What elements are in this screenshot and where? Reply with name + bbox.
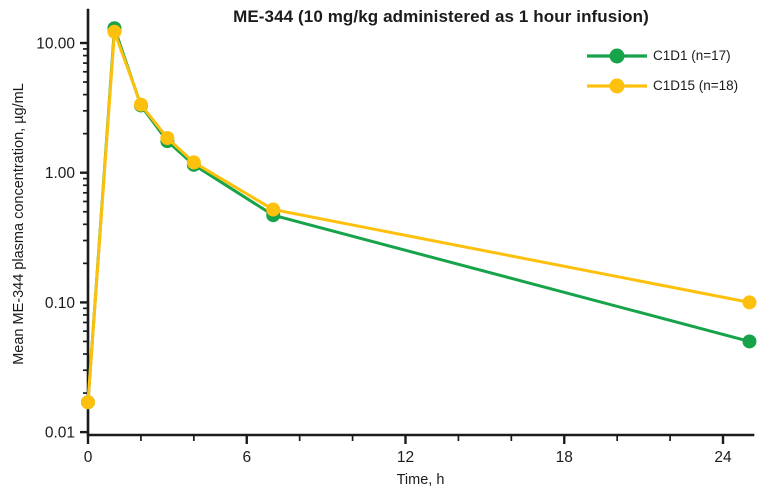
y-tick-label: 10.00: [36, 36, 75, 53]
x-tick-label: 0: [84, 449, 93, 466]
x-tick-label: 6: [242, 449, 251, 466]
legend-label-c1d15: C1D15 (n=18): [653, 78, 739, 93]
axes-lines: [86, 8, 755, 437]
legend-item-c1d1: C1D1 (n=17): [586, 45, 738, 66]
data-point-marker: [107, 24, 122, 39]
data-point-marker: [160, 131, 175, 146]
x-axis-title: Time, h: [396, 472, 445, 488]
x-tick-label: 18: [556, 449, 573, 466]
data-point-marker: [81, 395, 95, 410]
x-tick-label: 24: [714, 449, 732, 466]
series-line-0: [86, 26, 751, 404]
legend-label-c1d1: C1D1 (n=17): [653, 48, 731, 63]
legend-marker-c1d15: [587, 78, 647, 93]
y-tick-label: 1.00: [45, 165, 76, 182]
data-point-marker: [742, 295, 757, 310]
y-tick-label: 0.10: [45, 295, 76, 312]
y-tick-label: 0.01: [45, 425, 75, 442]
chart-title: ME-344 (10 mg/kg administered as 1 hour …: [233, 7, 649, 26]
chart-legend: C1D1 (n=17) C1D15 (n=18): [586, 45, 738, 96]
legend-item-c1d15: C1D15 (n=18): [586, 75, 738, 96]
data-point-marker: [742, 334, 757, 349]
legend-marker-c1d1: [587, 48, 647, 63]
x-tick-label: 12: [397, 449, 414, 466]
series-line-1: [86, 30, 751, 404]
data-point-marker: [266, 202, 281, 217]
data-point-marker: [133, 97, 148, 112]
y-axis-title: Mean ME-344 plasma concentration, µg/mL: [11, 83, 27, 365]
data-point-marker: [186, 155, 201, 170]
